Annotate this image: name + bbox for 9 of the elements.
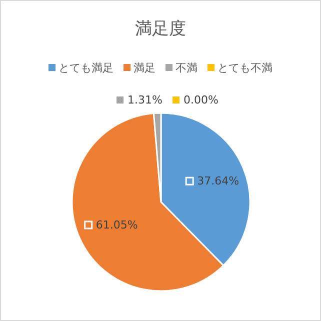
legend-label: とても満足 — [58, 62, 114, 74]
legend-label: 満足 — [134, 62, 156, 74]
data-label: 1.31% — [128, 94, 162, 106]
data-label: 61.05% — [96, 218, 138, 232]
legend-label: とても不満 — [218, 62, 272, 74]
legend-label: 不満 — [176, 62, 198, 74]
chart-title: 満足度 — [135, 19, 186, 39]
data-label: 37.64% — [197, 174, 240, 188]
text: 0.00% — [184, 94, 218, 106]
